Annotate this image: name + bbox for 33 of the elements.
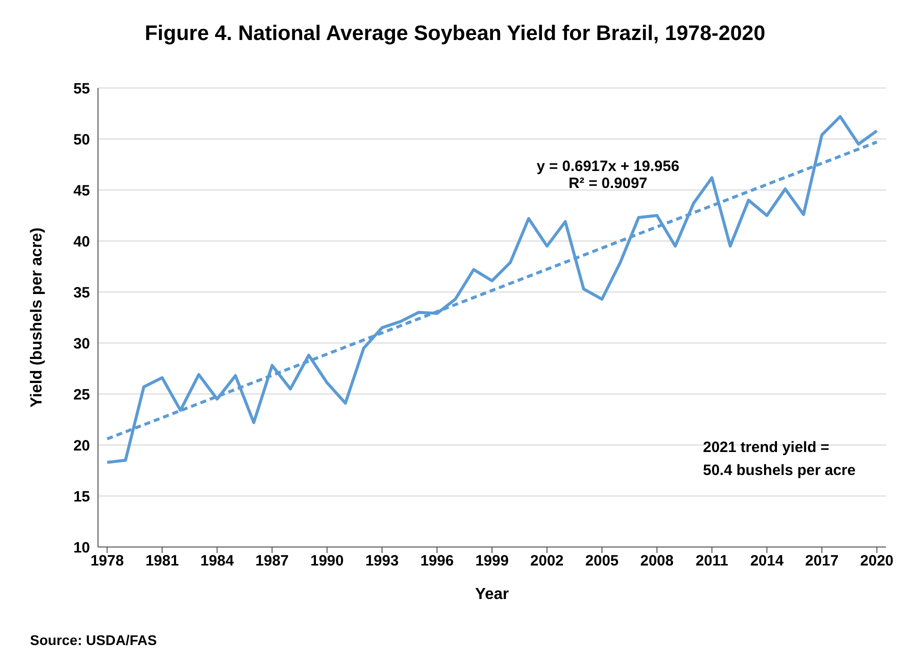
x-tick-label: 1984 [200, 552, 234, 570]
x-tick-label: 2005 [585, 552, 619, 570]
x-tick-label: 1981 [145, 552, 179, 570]
y-tick-label: 10 [73, 539, 90, 556]
x-tick-label: 2011 [696, 552, 728, 570]
annotation: y = 0.6917x + 19.956 [536, 158, 680, 175]
chart-title: Figure 4. National Average Soybean Yield for Brazil, 1978-2020 [144, 22, 766, 46]
y-tick-label: 40 [73, 233, 90, 250]
source-note: Source: USDA/FAS [30, 632, 157, 648]
y-tick-label: 15 [73, 488, 90, 506]
y-tick-label: 50 [73, 131, 90, 148]
y-tick-label: 45 [73, 182, 90, 200]
x-tick-label: 2002 [530, 552, 564, 570]
x-tick-label: 1999 [475, 552, 509, 570]
annotation: 50.4 bushels per acre [703, 462, 856, 479]
x-tick-label: 2017 [805, 552, 839, 570]
x-tick-label: 1978 [90, 552, 124, 570]
annotation: R² = 0.9097 [568, 175, 648, 192]
y-axis-title: Yield (bushels per acre) [28, 228, 46, 408]
y-tick-label: 20 [73, 437, 90, 454]
x-axis-title: Year [475, 586, 509, 603]
x-tick-label: 1993 [365, 552, 399, 570]
annotation: 2021 trend yield = [703, 439, 830, 456]
x-tick-label: 1996 [420, 552, 454, 570]
y-tick-label: 25 [73, 386, 90, 404]
x-tick-label: 2014 [750, 552, 784, 570]
y-tick-label: 35 [73, 284, 90, 302]
x-tick-label: 2020 [860, 552, 894, 570]
x-tick-label: 1987 [255, 552, 289, 570]
x-tick-label: 1990 [310, 552, 344, 570]
x-tick-label: 2008 [640, 552, 674, 570]
y-tick-label: 30 [73, 335, 90, 352]
y-tick-label: 55 [73, 80, 90, 98]
